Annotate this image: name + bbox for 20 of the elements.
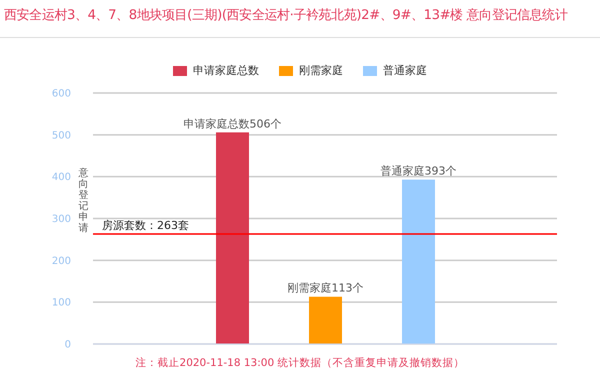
y-tick-label: 200 [52, 256, 71, 267]
bar [216, 132, 249, 344]
data-label: 刚需家庭113个 [288, 282, 364, 295]
data-label: 申请家庭总数506个 [184, 117, 282, 130]
bar [309, 296, 342, 344]
chart-title: 西安全运村3、4、7、8地块项目(三期)(西安全运村·子衿苑北苑)2#、9#、13#楼 意向登记信息统计 [4, 7, 568, 24]
legend-label: 申请家庭总数 [193, 63, 259, 78]
legend-label: 普通家庭 [383, 63, 427, 78]
y-tick-label: 400 [52, 172, 71, 184]
y-tick-label: 300 [52, 214, 71, 226]
y-tick-label: 0 [64, 340, 71, 351]
ref-line-label: 房源套数：263套 [102, 218, 189, 232]
y-tick-label: 600 [52, 88, 71, 100]
y-tick-label: 100 [52, 298, 71, 309]
text: 注：截止2020-11-18 13:00 统计数据（不含重复申请及撤销数据） [134, 356, 466, 370]
y-tick-label: 500 [52, 130, 71, 142]
bar [402, 180, 435, 344]
data-label: 普通家庭393个 [380, 164, 456, 178]
legend-label: 刚需家庭 [299, 63, 343, 78]
y-axis-title: 意向登记申请 [78, 168, 89, 234]
